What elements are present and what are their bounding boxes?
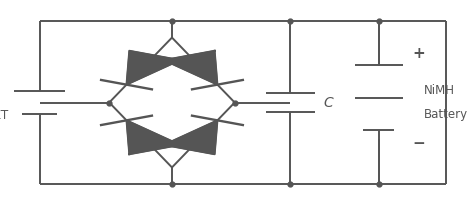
Polygon shape [164,52,218,85]
Polygon shape [127,121,180,154]
Text: PZT: PZT [0,109,9,122]
Text: Battery: Battery [424,108,468,121]
Text: NiMH: NiMH [424,83,455,96]
Text: +: + [412,46,425,61]
Polygon shape [164,121,218,154]
Polygon shape [127,52,180,85]
Text: −: − [412,135,425,150]
Text: C: C [323,96,333,110]
